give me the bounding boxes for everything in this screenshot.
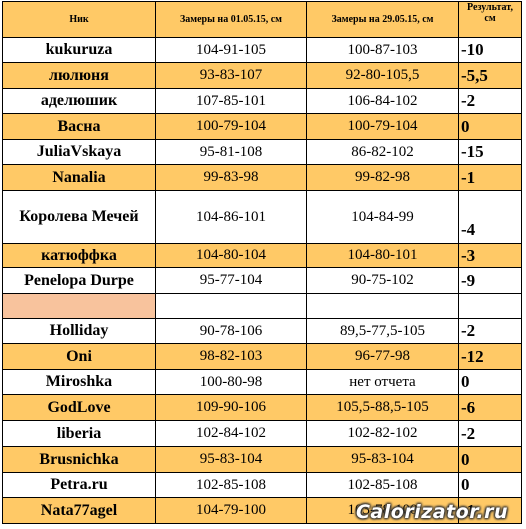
result-cell: -2	[458, 88, 522, 114]
table-row: Васна 100-79-104 100-79-104 0	[2, 113, 522, 140]
table-row: kukuruza 104-91-105 100-87-103 -10	[2, 37, 522, 63]
participant-nick: катюффка	[2, 243, 156, 268]
measure-2-cell: 89,5-77,5-105	[306, 318, 459, 344]
participant-nick: Васна	[2, 113, 156, 140]
participant-nick: Nanalia	[2, 164, 156, 191]
participant-nick: JuliaVskaya	[2, 139, 156, 165]
spacer-cell	[2, 293, 156, 319]
result-cell: -1	[458, 164, 522, 191]
result-cell: 0	[458, 446, 522, 473]
table-row: Nanalia 99-83-98 99-82-98 -1	[2, 164, 522, 191]
result-cell: 0	[458, 113, 522, 140]
measure-2-cell: 92-80-105,5	[306, 62, 459, 89]
measure-2-cell: 100-79-104	[306, 113, 459, 140]
spacer-cell	[155, 293, 307, 319]
participant-nick: Petra.ru	[2, 472, 156, 498]
measure-2-cell: 102-82-102	[306, 420, 459, 447]
measure-1-cell: 93-83-107	[155, 62, 307, 89]
table-row: JuliaVskaya 95-81-108 86-82-102 -15	[2, 139, 522, 165]
participant-nick: Penelopa Durpe	[2, 267, 156, 294]
table-row: Miroshka 100-80-98 нет отчета 0	[2, 369, 522, 395]
measure-1-cell: 99-83-98	[155, 164, 307, 191]
participant-nick: Oni	[2, 343, 156, 370]
measure-1-cell: 104-91-105	[155, 37, 307, 63]
participant-nick: Королева Мечей	[2, 190, 156, 244]
measure-2-cell: 104-84-99	[306, 190, 459, 244]
result-cell: -3	[458, 243, 522, 268]
measure-1-cell: 100-80-98	[155, 369, 307, 395]
result-cell: -6	[458, 394, 522, 421]
participant-nick: Holliday	[2, 318, 156, 344]
measure-2-cell: 104-80-101	[306, 243, 459, 268]
spacer-cell	[458, 293, 522, 319]
participant-nick: Nata77agel	[2, 497, 156, 524]
header-measure-2: Замеры на 29.05.15, см	[306, 1, 459, 38]
header-result: Результат, см	[458, 1, 522, 38]
result-cell: -12	[458, 343, 522, 370]
table-row: люлюня 93-83-107 92-80-105,5 -5,5	[2, 62, 522, 89]
table-row: Holliday 90-78-106 89,5-77,5-105 -2	[2, 318, 522, 344]
result-cell: -4	[458, 190, 522, 244]
measure-2-cell: 102-85-108	[306, 472, 459, 498]
result-cell: -2	[458, 318, 522, 344]
result-cell: -1	[458, 497, 522, 524]
header-nick: Ник	[2, 1, 156, 38]
measure-2-cell: нет отчета	[306, 369, 459, 395]
measure-1-cell: 98-82-103	[155, 343, 307, 370]
measure-1-cell: 102-85-108	[155, 472, 307, 498]
result-cell: -10	[458, 37, 522, 63]
measure-2-cell: 103-78-100	[306, 497, 459, 524]
table-row: Petra.ru 102-85-108 102-85-108 0	[2, 472, 522, 498]
measure-1-cell: 109-90-106	[155, 394, 307, 421]
measure-2-cell: 106-84-102	[306, 88, 459, 114]
result-cell: -9	[458, 267, 522, 294]
measure-2-cell: 95-83-104	[306, 446, 459, 473]
measure-2-cell: 100-87-103	[306, 37, 459, 63]
measure-1-cell: 100-79-104	[155, 113, 307, 140]
table-row: Penelopa Durpe 95-77-104 90-75-102 -9	[2, 267, 522, 294]
result-cell: -15	[458, 139, 522, 165]
table-row-spacer	[2, 293, 522, 319]
participant-nick: kukuruza	[2, 37, 156, 63]
measure-1-cell: 104-86-101	[155, 190, 307, 244]
measure-1-cell: 90-78-106	[155, 318, 307, 344]
measure-1-cell: 104-80-104	[155, 243, 307, 268]
measure-2-cell: 99-82-98	[306, 164, 459, 191]
table-row: Oni 98-82-103 96-77-98 -12	[2, 343, 522, 370]
measure-1-cell: 95-81-108	[155, 139, 307, 165]
watermark-logo: Calorizator.ru	[355, 501, 508, 523]
measure-2-cell: 86-82-102	[306, 139, 459, 165]
measurements-table: Ник Замеры на 01.05.15, см Замеры на 29.…	[2, 1, 522, 524]
participant-nick: люлюня	[2, 62, 156, 89]
measure-1-cell: 107-85-101	[155, 88, 307, 114]
measure-1-cell: 95-77-104	[155, 267, 307, 294]
table-row: катюффка 104-80-104 104-80-101 -3	[2, 243, 522, 268]
table-body: Ник Замеры на 01.05.15, см Замеры на 29.…	[2, 1, 522, 524]
result-cell: 0	[458, 369, 522, 395]
table-row: liberia 102-84-102 102-82-102 -2	[2, 420, 522, 447]
measure-2-cell: 90-75-102	[306, 267, 459, 294]
participant-nick: Miroshka	[2, 369, 156, 395]
result-cell: -2	[458, 420, 522, 447]
participant-nick: liberia	[2, 420, 156, 447]
table-row: аделюшик 107-85-101 106-84-102 -2	[2, 88, 522, 114]
header-row: Ник Замеры на 01.05.15, см Замеры на 29.…	[2, 1, 522, 38]
measure-2-cell: 96-77-98	[306, 343, 459, 370]
header-measure-1: Замеры на 01.05.15, см	[155, 1, 307, 38]
participant-nick: GodLove	[2, 394, 156, 421]
result-cell: 0	[458, 472, 522, 498]
result-cell: -5,5	[458, 62, 522, 89]
spacer-cell	[306, 293, 459, 319]
table-row: Королева Мечей 104-86-101 104-84-99 -4	[2, 190, 522, 244]
measure-2-cell: 105,5-88,5-105	[306, 394, 459, 421]
table-row: Brusnichka 95-83-104 95-83-104 0	[2, 446, 522, 473]
participant-nick: Brusnichka	[2, 446, 156, 473]
measure-1-cell: 104-79-100	[155, 497, 307, 524]
participant-nick: аделюшик	[2, 88, 156, 114]
table-row: GodLove 109-90-106 105,5-88,5-105 -6	[2, 394, 522, 421]
measure-1-cell: 102-84-102	[155, 420, 307, 447]
measure-1-cell: 95-83-104	[155, 446, 307, 473]
table-row: Nata77agel 104-79-100 103-78-100 -1	[2, 497, 522, 524]
